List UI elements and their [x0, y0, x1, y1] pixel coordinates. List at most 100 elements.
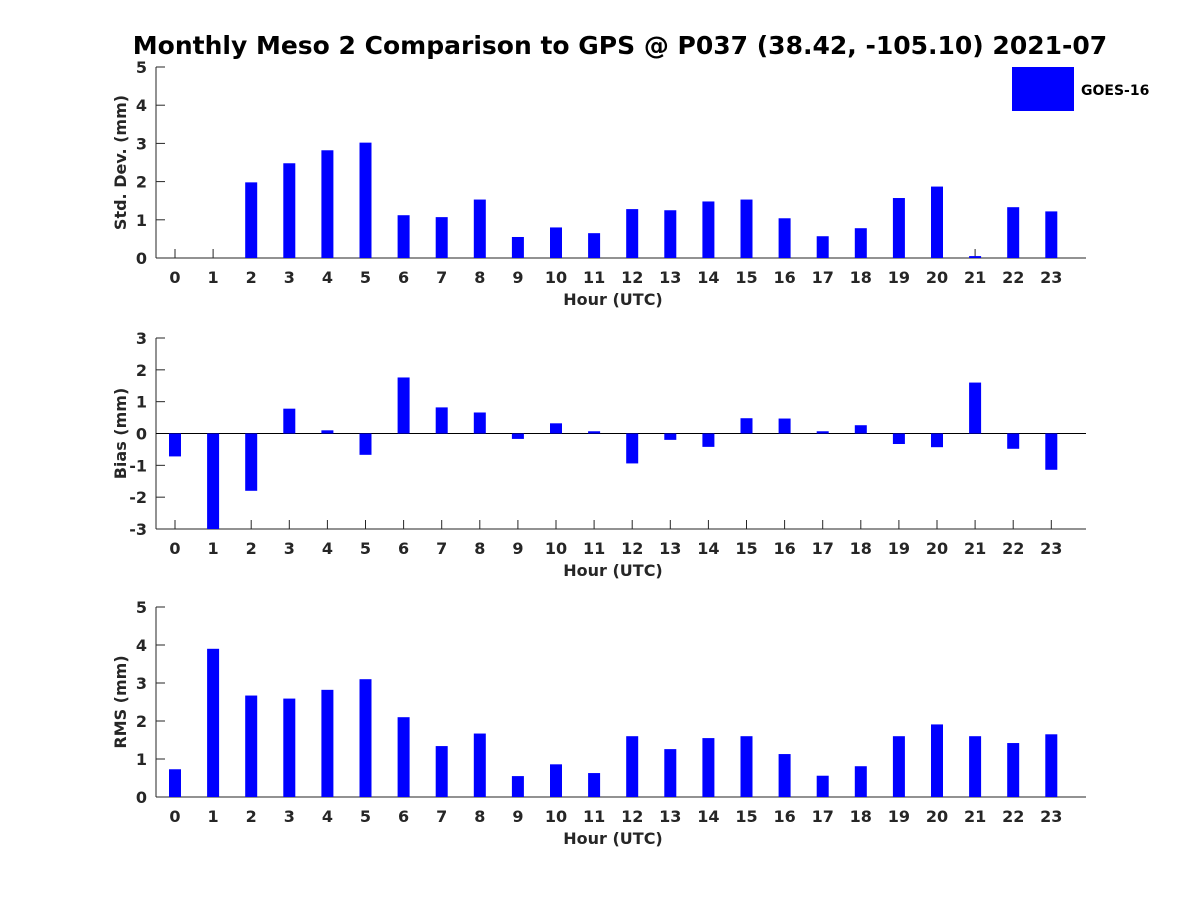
- rms-x-tick-label: 22: [1002, 807, 1024, 826]
- bias-x-tick-label: 14: [697, 539, 719, 558]
- bias-bar: [626, 433, 639, 464]
- stddev-x-tick-label: 1: [208, 268, 219, 287]
- stddev-bar: [816, 236, 829, 258]
- stddev-bar: [321, 150, 334, 258]
- rms-x-tick-label: 17: [812, 807, 834, 826]
- bias-bar: [1045, 433, 1058, 470]
- bias-bar: [245, 433, 258, 491]
- stddev-y-label: Std. Dev. (mm): [111, 95, 130, 230]
- rms-bar: [283, 698, 296, 797]
- rms-bar: [892, 736, 905, 797]
- stddev-bar: [397, 215, 410, 258]
- rms-x-tick-label: 6: [398, 807, 409, 826]
- bias-y-tick-label: -3: [129, 520, 147, 539]
- bias-x-tick-label: 5: [360, 539, 371, 558]
- rms-bar: [816, 775, 829, 797]
- bias-bar: [702, 433, 715, 447]
- bias-x-label: Hour (UTC): [563, 561, 663, 580]
- rms-x-tick-label: 12: [621, 807, 643, 826]
- bias-x-tick-label: 13: [659, 539, 681, 558]
- stddev-bar: [511, 236, 524, 258]
- stddev-x-tick-label: 7: [436, 268, 447, 287]
- stddev-x-tick-label: 0: [169, 268, 180, 287]
- bias-x-tick-label: 6: [398, 539, 409, 558]
- stddev-x-tick-label: 12: [621, 268, 643, 287]
- rms-x-tick-label: 15: [735, 807, 757, 826]
- bias-x-tick-label: 4: [322, 539, 333, 558]
- rms-x-tick-label: 8: [474, 807, 485, 826]
- rms-bar: [854, 766, 867, 797]
- bias-y-label: Bias (mm): [111, 388, 130, 480]
- stddev-bar: [778, 218, 791, 258]
- stddev-bar: [702, 201, 715, 258]
- stddev-x-tick-label: 21: [964, 268, 986, 287]
- rms-bar: [1045, 734, 1058, 797]
- stddev-x-tick-label: 8: [474, 268, 485, 287]
- rms-x-tick-label: 23: [1040, 807, 1062, 826]
- bias-bar: [816, 431, 829, 434]
- legend-swatch: [1012, 67, 1074, 111]
- stddev-bar: [969, 256, 982, 258]
- bias-bar: [321, 430, 334, 434]
- rms-bar: [626, 736, 639, 797]
- stddev-bar: [931, 186, 943, 258]
- rms-x-tick-label: 5: [360, 807, 371, 826]
- bias-bar: [931, 433, 943, 448]
- stddev-y-tick-label: 3: [136, 134, 147, 153]
- rms-bar: [664, 749, 677, 797]
- stddev-x-tick-label: 14: [697, 268, 719, 287]
- bias-x-tick-label: 18: [850, 539, 872, 558]
- rms-x-tick-label: 19: [888, 807, 910, 826]
- bias-bar: [778, 418, 791, 434]
- stddev-bar: [626, 209, 639, 258]
- chart-title: Monthly Meso 2 Comparison to GPS @ P037 …: [133, 31, 1107, 60]
- stddev-x-tick-label: 5: [360, 268, 371, 287]
- bias-bar: [397, 377, 410, 434]
- bias-bar: [1007, 433, 1020, 449]
- bias-bar: [207, 433, 220, 529]
- stddev-x-tick-label: 11: [583, 268, 605, 287]
- stddev-bar: [359, 142, 372, 258]
- bias-x-tick-label: 0: [169, 539, 180, 558]
- stddev-bar: [892, 198, 905, 258]
- stddev-x-label: Hour (UTC): [563, 290, 663, 309]
- stddev-y-tick-label: 2: [136, 173, 147, 192]
- bias-x-tick-label: 8: [474, 539, 485, 558]
- rms-bar: [473, 733, 486, 797]
- rms-bar: [588, 773, 601, 797]
- bias-y-tick-label: -1: [129, 456, 147, 475]
- rms-bar: [321, 689, 334, 797]
- rms-bar: [931, 724, 943, 797]
- rms-bar: [397, 717, 410, 797]
- bias-y-tick-label: 0: [136, 425, 147, 444]
- bias-x-tick-label: 23: [1040, 539, 1062, 558]
- stddev-bar: [588, 233, 601, 258]
- bias-bar: [435, 407, 448, 434]
- stddev-bar: [854, 228, 867, 258]
- rms-bar: [1007, 743, 1020, 797]
- bias-bar: [283, 408, 296, 434]
- stddev-bar: [1007, 207, 1020, 258]
- rms-y-tick-label: 3: [136, 674, 147, 693]
- stddev-bar: [435, 217, 448, 258]
- rms-y-tick-label: 2: [136, 712, 147, 731]
- bias-x-tick-label: 15: [735, 539, 757, 558]
- rms-bar: [359, 679, 372, 797]
- bias-x-tick-label: 17: [812, 539, 834, 558]
- stddev-x-tick-label: 13: [659, 268, 681, 287]
- bias-x-tick-label: 19: [888, 539, 910, 558]
- bias-bar: [664, 433, 677, 440]
- rms-x-tick-label: 0: [169, 807, 180, 826]
- stddev-x-tick-label: 20: [926, 268, 948, 287]
- bias-x-tick-label: 12: [621, 539, 643, 558]
- rms-x-tick-label: 20: [926, 807, 948, 826]
- bias-x-tick-label: 22: [1002, 539, 1024, 558]
- bias-bar: [511, 433, 524, 439]
- stddev-bar: [245, 182, 258, 258]
- stddev-x-tick-label: 6: [398, 268, 409, 287]
- rms-x-tick-label: 14: [697, 807, 719, 826]
- bias-x-tick-label: 10: [545, 539, 567, 558]
- bias-y-tick-label: 1: [136, 393, 147, 412]
